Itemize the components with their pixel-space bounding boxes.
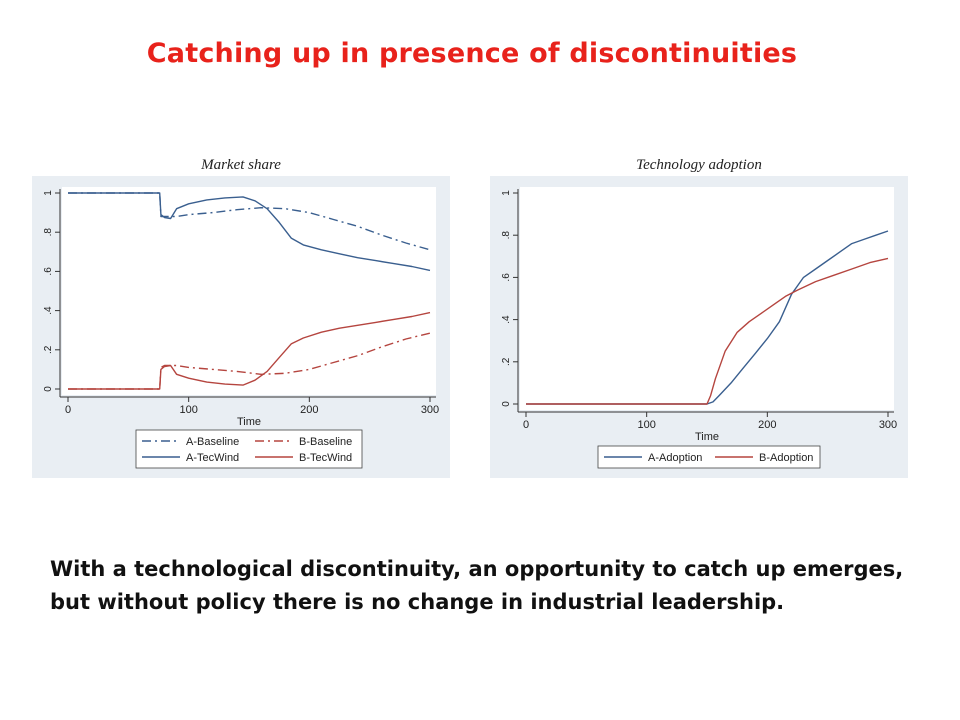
adoption-y-tick-label: 0: [501, 401, 512, 407]
series-line-a-tecwind: [68, 192, 431, 272]
technology-adoption-chart: 0 .2 .4 .6 .8 1 0 100 200 300 Time A-Adoption B-Adop…: [490, 176, 908, 478]
technology-adoption-chart-title: Technology adoption: [636, 157, 762, 173]
market-share-y-tick-label: .4: [43, 306, 54, 315]
market-share-y-tick-label: .8: [43, 228, 54, 237]
adoption-y-tick-label: 1: [501, 190, 512, 196]
legend-label-b-tecwind: B-TecWind: [299, 452, 352, 464]
adoption-x-tick-label: 100: [637, 419, 655, 431]
adoption-x-tick-label: 200: [758, 419, 776, 431]
adoption-x-tick-label: 300: [879, 419, 897, 431]
adoption-y-tick-label: .8: [501, 231, 512, 240]
market-share-x-tick-label: 200: [300, 404, 318, 416]
legend-label-b-adoption: B-Adoption: [759, 452, 813, 464]
market-share-y-tick-label: 0: [43, 386, 54, 392]
adoption-y-tick-label: .2: [501, 357, 512, 366]
market-share-y-tick-label: .2: [43, 345, 54, 354]
legend-label-b-baseline: B-Baseline: [299, 436, 352, 448]
adoption-legend: [597, 445, 821, 469]
series-line-b-adoption: [526, 257, 889, 405]
series-line-b-baseline: [68, 332, 431, 390]
series-line-a-adoption: [526, 230, 889, 405]
market-share-x-tick-label: 100: [179, 404, 197, 416]
legend-label-a-tecwind: A-TecWind: [186, 452, 239, 464]
market-share-y-tick-label: 1: [43, 190, 54, 196]
adoption-x-tick-label: 0: [523, 419, 529, 431]
market-share-y-tick-label: .6: [43, 267, 54, 276]
adoption-plot-area: [520, 187, 894, 410]
market-share-legend: [135, 429, 363, 469]
adoption-y-tick-label: .4: [501, 315, 512, 324]
market-share-x-tick-label: 0: [65, 404, 71, 416]
market-share-plot-area: [62, 187, 436, 395]
market-share-x-axis-label: Time: [237, 416, 261, 428]
market-share-chart-title: Market share: [201, 157, 281, 173]
adoption-y-tick-label: .6: [501, 273, 512, 282]
legend-label-a-adoption: A-Adoption: [648, 452, 702, 464]
slide-title: Catching up in presence of discontinuiti…: [146, 38, 798, 69]
adoption-x-axis-label: Time: [695, 431, 719, 443]
market-share-chart: 0 .2 .4 .6 .8 1 0 100 200 300 Time A-Baseline B-Base…: [32, 176, 450, 478]
slide-caption: With a technological discontinuity, an o…: [50, 553, 930, 619]
market-share-x-tick-label: 300: [421, 404, 439, 416]
caption-line-2: but without policy there is no change in…: [50, 590, 785, 614]
legend-label-a-baseline: A-Baseline: [186, 436, 239, 448]
series-line-b-tecwind: [68, 311, 431, 390]
caption-line-1: With a technological discontinuity, an o…: [50, 557, 904, 581]
